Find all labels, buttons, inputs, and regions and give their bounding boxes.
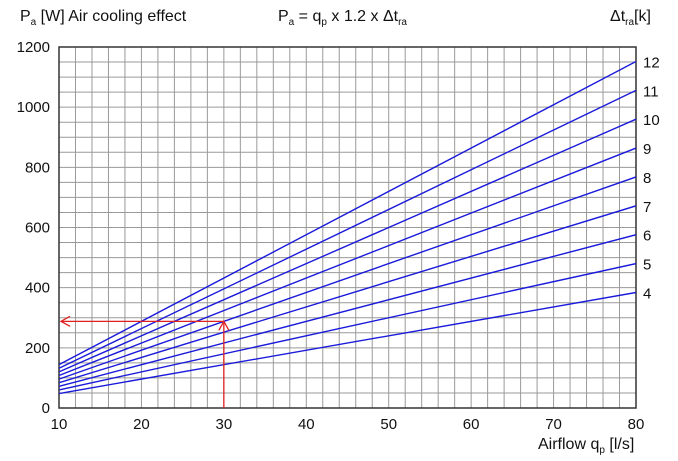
y-tick-label: 200 — [25, 340, 50, 357]
x-tick-label: 40 — [298, 416, 315, 433]
series-label-12: 12 — [643, 54, 660, 71]
formula-sub-a: a — [288, 17, 295, 28]
formula-eq: = q — [294, 8, 322, 25]
x-tick-label: 20 — [133, 416, 150, 433]
legend-title-delta: Δt — [610, 8, 626, 25]
series-line-4 — [58, 291, 637, 395]
x-axis-label-unit: [l/s] — [604, 436, 635, 453]
formula-sub-ra: ra — [398, 17, 407, 28]
x-tick-label: 10 — [51, 416, 68, 433]
series-label-11: 11 — [643, 83, 659, 100]
series-label-7: 7 — [643, 199, 651, 216]
y-tick-label: 1200 — [17, 39, 50, 56]
annotation-left-arrowhead — [59, 315, 71, 327]
y-tick-label: 600 — [25, 220, 50, 237]
series-label-10: 10 — [643, 112, 660, 129]
series-label-8: 8 — [643, 170, 651, 187]
x-axis-label: Airflow qp [l/s] — [538, 436, 634, 456]
x-tick-label: 70 — [545, 416, 562, 433]
y-axis-label-symbol: P — [20, 8, 31, 25]
x-tick-label: 50 — [380, 416, 397, 433]
series-line-5 — [58, 262, 637, 391]
series-label-5: 5 — [643, 257, 651, 274]
series-label-6: 6 — [643, 228, 651, 245]
series-line-6 — [58, 234, 637, 388]
y-tick-label: 400 — [25, 280, 50, 297]
legend-title-subscript: ra — [625, 17, 635, 28]
formula-sub-p: p — [321, 17, 327, 28]
y-tick-label: 0 — [42, 400, 50, 417]
legend-title-unit: [k] — [634, 8, 651, 25]
annotation — [59, 315, 230, 408]
series-label-9: 9 — [643, 141, 651, 158]
series-line-10 — [58, 118, 637, 373]
y-tick-label: 1000 — [17, 99, 50, 116]
series-line-8 — [58, 176, 637, 380]
x-axis-label-text: Airflow q — [538, 436, 600, 453]
x-tick-label: 30 — [216, 416, 233, 433]
series-line-12 — [58, 60, 637, 366]
series-label-4: 4 — [643, 285, 651, 302]
y-tick-label: 800 — [25, 159, 50, 176]
x-axis-label-subscript: p — [599, 445, 605, 456]
y-axis-label-subscript: a — [30, 17, 37, 28]
formula-mid: x 1.2 x Δt — [326, 8, 399, 25]
grid — [58, 46, 637, 409]
formula: Pa = qp x 1.2 x Δtra — [278, 8, 407, 28]
y-axis-label: Pa [W] Air cooling effect — [20, 8, 186, 28]
plot-frame — [58, 46, 637, 409]
x-tick-label: 60 — [463, 416, 480, 433]
series-labels: 4 5 6 7 8 9 10 11 12 — [643, 54, 660, 302]
series-line-7 — [58, 205, 637, 384]
formula-p: P — [278, 8, 289, 25]
series-line-9 — [58, 147, 637, 377]
plot-frame-group — [58, 46, 637, 409]
legend-title: Δtra[k] — [610, 8, 651, 28]
y-axis-label-text: [W] Air cooling effect — [36, 8, 187, 25]
x-tick-label: 80 — [628, 416, 645, 433]
